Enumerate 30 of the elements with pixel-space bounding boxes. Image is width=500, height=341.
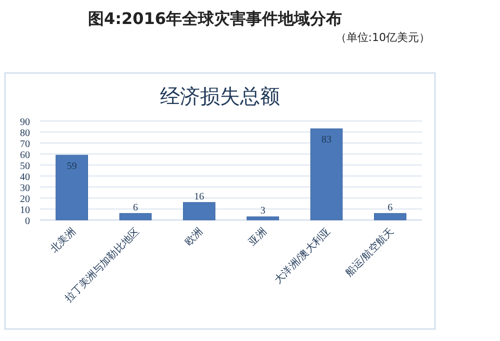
y-tick-label: 80 (20, 128, 30, 139)
x-tick-label: 大洋洲/澳大利亚 (272, 226, 333, 286)
data-label: 6 (133, 202, 138, 214)
bar (374, 213, 406, 220)
bar (183, 202, 216, 220)
chart-title: 图4:2016年全球灾害事件地域分布 (88, 9, 342, 28)
x-tick-label: 北美洲 (48, 226, 78, 256)
bar (56, 154, 88, 220)
x-tick-label: 欧洲 (182, 226, 206, 248)
data-label: 59 (66, 161, 77, 172)
bar (310, 128, 343, 220)
y-tick-label: 30 (20, 183, 30, 194)
data-label: 6 (388, 202, 393, 214)
y-tick-label: 60 (20, 150, 30, 161)
y-tick-label: 10 (20, 205, 30, 216)
y-tick-label: 70 (20, 139, 30, 150)
y-tick-label: 40 (20, 172, 30, 183)
x-tick-label: 船运/航空航天 (342, 226, 396, 279)
bar (246, 216, 279, 220)
y-tick-label: 90 (20, 117, 30, 128)
text: 经济损失总额 (160, 84, 280, 108)
x-tick-label: 亚洲 (246, 226, 269, 248)
y-tick-label: 20 (20, 194, 30, 205)
y-tick-label: 0 (25, 216, 30, 227)
data-label: 3 (260, 206, 266, 217)
chart-subtitle: （单位:10亿美元） (335, 31, 430, 44)
data-label: 83 (322, 134, 332, 146)
data-label: 16 (194, 191, 204, 202)
y-tick-label: 50 (20, 161, 30, 172)
bar (119, 213, 152, 220)
